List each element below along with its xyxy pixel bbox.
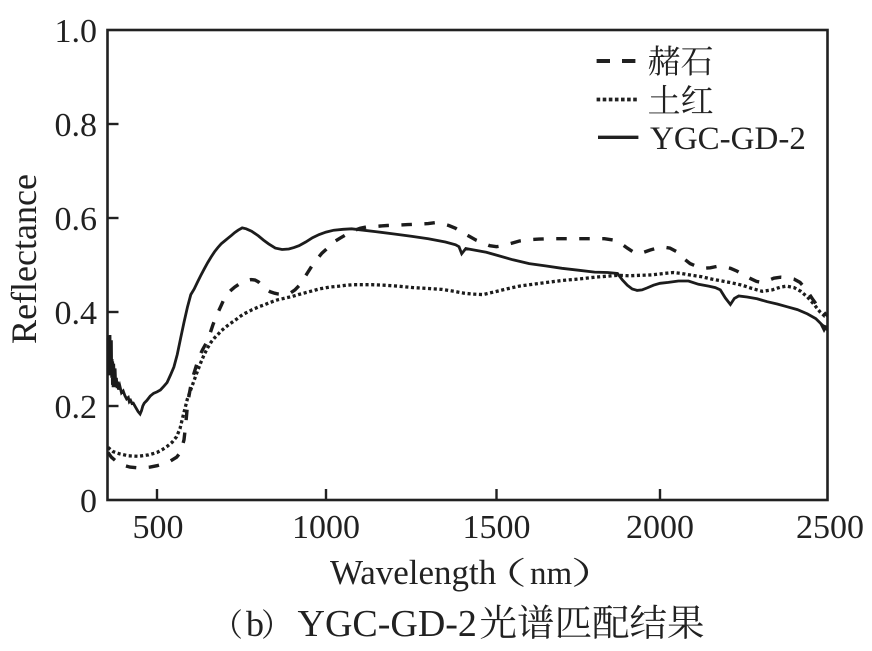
svg-text:1.0: 1.0 bbox=[55, 13, 98, 50]
svg-text:2000: 2000 bbox=[626, 509, 694, 546]
svg-text:YGC-GD-2: YGC-GD-2 bbox=[650, 121, 806, 157]
svg-text:Reflectance: Reflectance bbox=[4, 174, 44, 344]
svg-text:YGC-GD-2: YGC-GD-2 bbox=[298, 603, 477, 645]
svg-text:1500: 1500 bbox=[463, 509, 531, 546]
svg-text:0.2: 0.2 bbox=[55, 389, 98, 426]
svg-text:0.6: 0.6 bbox=[55, 201, 98, 238]
svg-text:0: 0 bbox=[80, 483, 97, 520]
svg-text:nm: nm bbox=[530, 556, 573, 592]
svg-text:b: b bbox=[246, 604, 264, 644]
svg-text:2500: 2500 bbox=[796, 509, 864, 546]
svg-text:0.4: 0.4 bbox=[55, 295, 98, 332]
svg-text:0.8: 0.8 bbox=[55, 107, 98, 144]
svg-text:500: 500 bbox=[133, 509, 184, 546]
svg-text:Wavelength: Wavelength bbox=[330, 553, 497, 592]
svg-text:1000: 1000 bbox=[292, 509, 360, 546]
